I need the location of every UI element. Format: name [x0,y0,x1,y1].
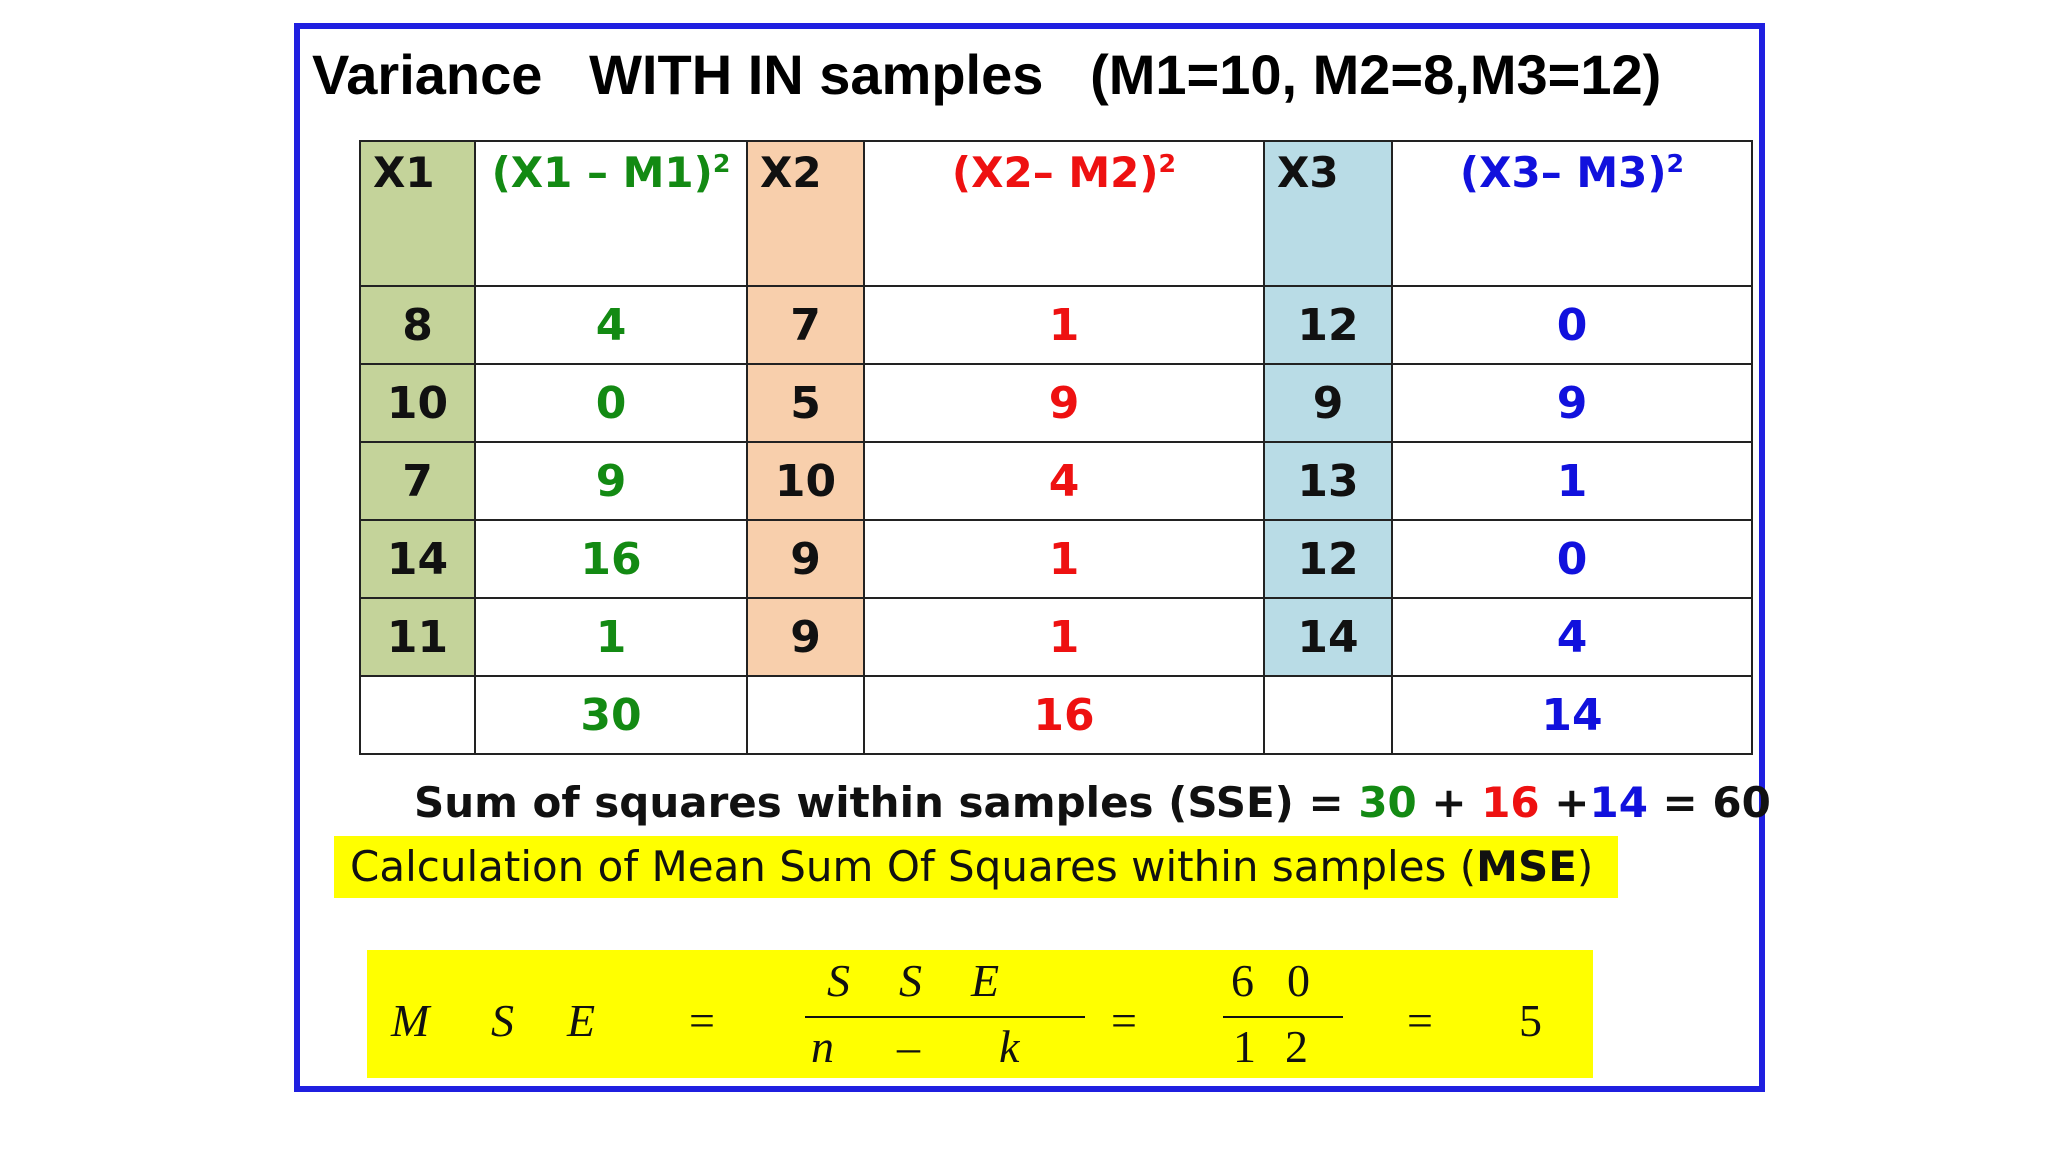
cell-d2: 9 [863,363,1265,443]
formula-den-minus: – [897,1021,920,1072]
formula-equals-3: = [1407,995,1433,1046]
table-row: 11 1 9 1 14 4 [359,597,1753,677]
cell-x3: 12 [1263,285,1393,365]
cell-d3: 9 [1391,363,1753,443]
formula-E: E [567,995,596,1046]
formula-num-S1: S [827,955,850,1006]
formula-num-0: 0 [1287,955,1310,1006]
slide-frame [294,23,1765,1092]
cell-d1: 4 [474,285,748,365]
formula-fraction-line-1 [805,1016,1085,1018]
formula-num-6: 6 [1231,955,1254,1006]
cell-d2: 4 [863,441,1265,521]
formula-den-2: 2 [1285,1021,1308,1072]
slide-title: Variance WITH IN samples (M1=10, M2=8,M3… [312,43,1662,106]
mse-heading-highlight [334,836,1618,898]
mse-heading: Calculation of Mean Sum Of Squares withi… [350,842,1594,891]
formula-equals-2: = [1111,995,1137,1046]
header-x1: X1 [359,140,476,287]
cell-x1: 8 [359,285,476,365]
total-d2: 16 [863,675,1265,755]
header-x3-deviation-squared: (X3– M3)2 [1391,140,1753,287]
formula-M: M [391,995,430,1046]
table-row: 8 4 7 1 12 0 [359,285,1753,365]
cell-x2: 9 [746,519,865,599]
cell-x3: 14 [1263,597,1393,677]
formula-num-E: E [971,955,1000,1006]
table-header-row: X1 (X1 – M1)2 X2 (X2– M2)2 X3 (X3– M3)2 [359,140,1753,287]
table-row: 10 0 5 9 9 9 [359,363,1753,443]
cell-d3: 0 [1391,519,1753,599]
cell-d1: 9 [474,441,748,521]
cell-d1: 0 [474,363,748,443]
formula-den-k: k [999,1021,1020,1072]
cell-d3: 1 [1391,441,1753,521]
table-totals-row: 30 16 14 [359,675,1753,755]
total-x1-empty [359,675,476,755]
sse-equation: Sum of squares within samples (SSE) = 30… [414,778,1771,827]
cell-d3: 0 [1391,285,1753,365]
table-row: 14 16 9 1 12 0 [359,519,1753,599]
header-x3: X3 [1263,140,1393,287]
total-d1: 30 [474,675,748,755]
mse-formula: M S E = S S E n – k = 6 0 1 2 = 5 [367,950,1593,1078]
formula-fraction-line-2 [1223,1016,1343,1018]
cell-x3: 13 [1263,441,1393,521]
table-row: 7 9 10 4 13 1 [359,441,1753,521]
cell-x3: 12 [1263,519,1393,599]
formula-den-1: 1 [1233,1021,1256,1072]
cell-d1: 16 [474,519,748,599]
cell-x2: 9 [746,597,865,677]
formula-equals-1: = [689,995,715,1046]
cell-d3: 4 [1391,597,1753,677]
cell-x1: 10 [359,363,476,443]
cell-d2: 1 [863,519,1265,599]
total-x2-empty [746,675,865,755]
cell-x1: 7 [359,441,476,521]
cell-d2: 1 [863,597,1265,677]
cell-d2: 1 [863,285,1265,365]
formula-num-S2: S [899,955,922,1006]
formula-result: 5 [1519,995,1542,1046]
cell-d1: 1 [474,597,748,677]
total-x3-empty [1263,675,1393,755]
formula-den-n: n [811,1021,834,1072]
cell-x3: 9 [1263,363,1393,443]
header-x1-deviation-squared: (X1 – M1)2 [474,140,748,287]
cell-x2: 10 [746,441,865,521]
cell-x2: 7 [746,285,865,365]
formula-S: S [491,995,514,1046]
total-d3: 14 [1391,675,1753,755]
cell-x1: 11 [359,597,476,677]
header-x2-deviation-squared: (X2– M2)2 [863,140,1265,287]
header-x2: X2 [746,140,865,287]
variance-table: X1 (X1 – M1)2 X2 (X2– M2)2 X3 (X3– M3)2 … [359,140,1753,755]
cell-x1: 14 [359,519,476,599]
cell-x2: 5 [746,363,865,443]
